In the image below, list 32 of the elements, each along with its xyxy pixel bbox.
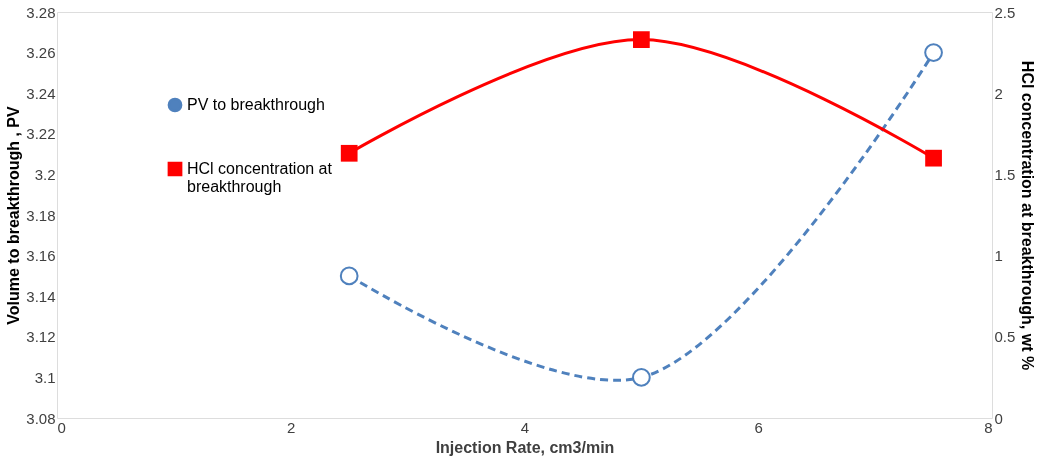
y-tick-label: 3.26	[26, 44, 56, 62]
point	[924, 43, 943, 62]
y-tick-label: 3.16	[26, 247, 56, 265]
point	[632, 368, 651, 387]
point	[633, 31, 650, 48]
y2-tick-label: 2.5	[994, 3, 1016, 21]
y-axis-title: Volume to breakthrough , PV	[5, 105, 23, 325]
y-tick-label: 3.24	[26, 84, 56, 102]
x-tick-label: 2	[287, 418, 296, 436]
y-tick-label: 3.14	[26, 287, 56, 305]
legend-label: HCl concentration at breakthrough	[187, 160, 333, 195]
y2-axis-title: HCl concentration at breakthrough, wt %	[1019, 60, 1037, 371]
x-axis-title: Injection Rate, cm3/min	[435, 438, 615, 456]
x-tick-label: 6	[754, 418, 763, 436]
point	[340, 144, 358, 162]
y-tick-label: 3.08	[26, 409, 56, 427]
x-tick-label: 8	[984, 418, 993, 436]
x-tick-label: 4	[520, 418, 530, 436]
point	[339, 266, 359, 286]
y-tick-label: 3.12	[26, 328, 56, 346]
x-tick-label: 0	[57, 418, 66, 436]
y-tick-label: 3.22	[26, 125, 56, 143]
y2-tick-label: 1	[994, 247, 1003, 265]
y2-tick-label: 2	[994, 84, 1003, 102]
y-tick-label: 3.18	[26, 206, 56, 224]
legend-label: PV to breakthrough	[187, 96, 325, 113]
y2-tick-label: 1.5	[994, 165, 1016, 183]
y-tick-label: 3.2	[34, 165, 56, 183]
point	[925, 149, 942, 167]
y-tick-label: 3.28	[26, 3, 56, 21]
y2-tick-label: 0.5	[994, 328, 1016, 346]
y-tick-label: 3.1	[34, 368, 56, 386]
